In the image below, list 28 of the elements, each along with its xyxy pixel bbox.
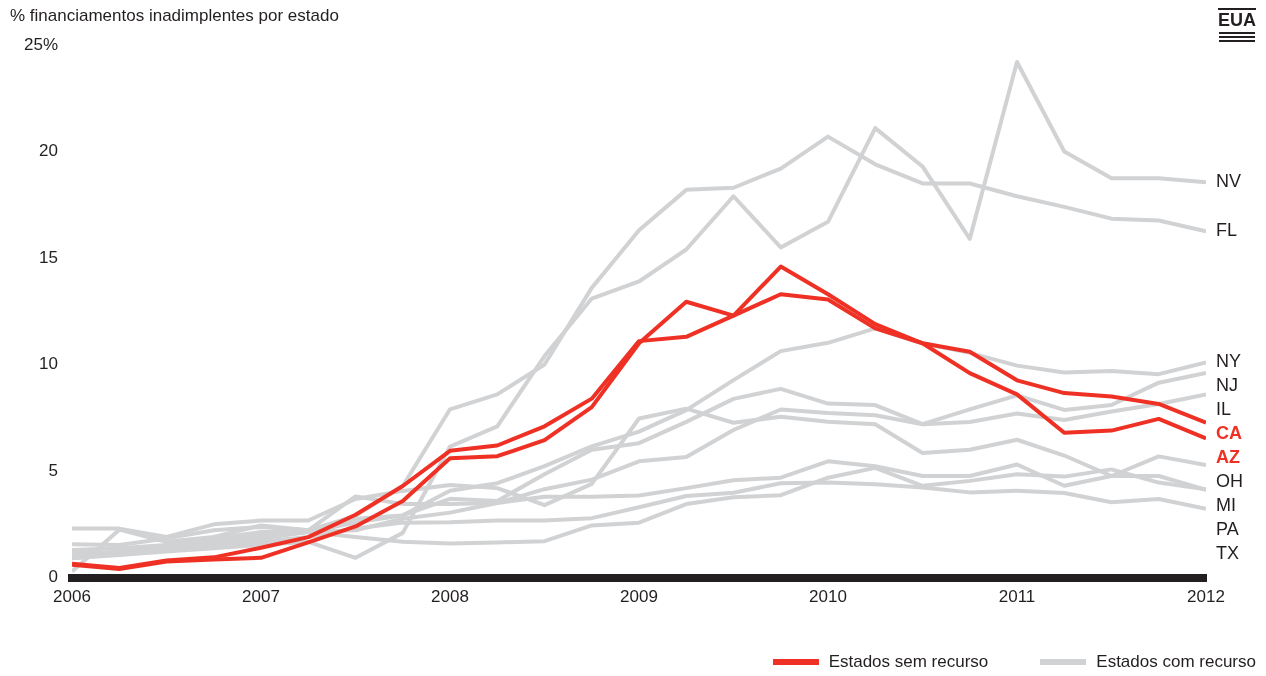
x-tick-label: 2009: [620, 587, 658, 607]
text: Estados sem recurso: [828, 652, 989, 672]
y-tick-label: 5: [48, 460, 59, 480]
series-label: NJ: [1216, 375, 1238, 396]
x-tick-label: 2012: [1187, 587, 1225, 607]
x-tick-label: 2007: [242, 587, 280, 607]
x-tick-label: 2008: [431, 587, 469, 607]
y-tick-label: 0: [48, 567, 59, 587]
y-tick-label: 15: [39, 247, 59, 267]
y-tick-label: 25%: [23, 34, 59, 54]
x-tick-label: 2006: [53, 587, 91, 607]
text: EUA: [1217, 8, 1256, 30]
series-label: MI: [1216, 495, 1236, 516]
x-tick-label: 2010: [809, 587, 847, 607]
series-label: NV: [1216, 171, 1242, 192]
series-label: FL: [1216, 220, 1238, 241]
series-label: OH: [1216, 471, 1243, 492]
series-label: NY: [1216, 351, 1242, 372]
y-tick-label: 10: [39, 354, 59, 374]
series-label: PA: [1216, 519, 1239, 540]
series-label: IL: [1216, 399, 1232, 420]
y-axis-title: % financiamentos inadimplentes por estado: [10, 6, 339, 26]
y-tick-label: 20: [39, 141, 59, 161]
text: TX: [1216, 543, 1240, 564]
series-label: CA: [1216, 423, 1242, 444]
text: Estados com recurso: [1096, 652, 1256, 672]
x-tick-label: 2011: [998, 587, 1036, 607]
series-label: AZ: [1216, 447, 1240, 468]
